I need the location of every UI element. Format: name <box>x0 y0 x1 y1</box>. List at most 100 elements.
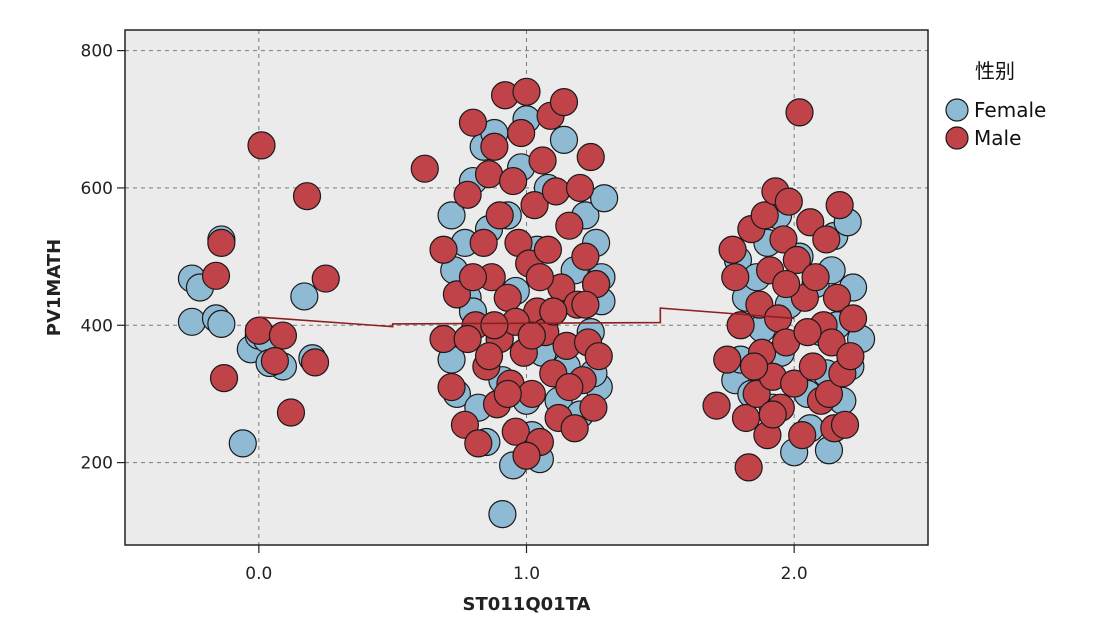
point-male-25 <box>480 132 509 161</box>
point-male-35 <box>507 118 536 148</box>
point-male-108 <box>814 379 844 409</box>
point-male-60 <box>576 142 605 172</box>
point-male-1 <box>207 228 236 257</box>
point-male-23 <box>474 160 504 189</box>
point-male-87 <box>750 201 779 230</box>
point-male-97 <box>780 369 809 398</box>
y-tick-label-3: 800 <box>81 42 113 62</box>
point-male-77 <box>713 345 742 374</box>
point-male-45 <box>533 235 563 264</box>
point-male-21 <box>469 228 498 257</box>
point-female-6 <box>228 429 257 458</box>
legend-title: 性别 <box>975 59 1015 83</box>
point-male-81 <box>731 403 761 433</box>
point-male-114 <box>830 410 860 439</box>
point-male-120 <box>758 400 787 429</box>
point-male-9 <box>276 398 306 427</box>
point-male-94 <box>769 225 798 254</box>
point-male-20 <box>464 429 493 458</box>
point-male-119 <box>739 352 769 381</box>
axis-ticks: 200 400 600 800 0.0 1.0 2.0 <box>81 42 808 584</box>
point-male-4 <box>244 316 273 345</box>
point-male-78 <box>718 235 747 264</box>
point-male-12 <box>429 235 458 264</box>
legend-label-male: Male <box>974 126 1021 150</box>
x-tick-label-0: 0.0 <box>245 564 272 584</box>
point-male-67 <box>517 321 546 350</box>
point-male-100 <box>788 421 817 450</box>
point-male-73 <box>539 297 568 326</box>
point-male-69 <box>480 311 509 340</box>
point-male-33 <box>501 417 530 446</box>
x-axis-title: ST011Q01TA <box>463 594 591 615</box>
point-male-40 <box>520 191 549 220</box>
point-male-117 <box>793 318 822 347</box>
point-male-99 <box>785 98 814 127</box>
point-male-111 <box>822 283 852 312</box>
point-male-14 <box>437 372 466 402</box>
point-male-5 <box>268 321 298 350</box>
data-points <box>177 77 876 529</box>
point-male-3 <box>209 364 239 393</box>
point-female-14 <box>437 201 466 230</box>
point-male-11 <box>410 154 439 183</box>
point-male-112 <box>825 191 854 220</box>
point-female-49 <box>590 184 619 213</box>
point-male-116 <box>838 304 868 333</box>
point-male-37 <box>512 77 541 106</box>
point-male-48 <box>541 177 571 206</box>
point-male-7 <box>311 264 340 293</box>
x-tick-label-1: 1.0 <box>513 564 540 584</box>
point-male-107 <box>812 225 841 254</box>
point-male-0 <box>247 131 276 160</box>
legend-swatch-female <box>945 98 969 122</box>
y-axis-title: PV1MATH <box>44 239 65 336</box>
legend: 性别 Female Male <box>945 59 1046 150</box>
point-male-13 <box>429 324 458 354</box>
point-female-53 <box>488 499 517 529</box>
point-male-61 <box>579 393 608 422</box>
point-male-6 <box>292 182 322 211</box>
point-male-74 <box>555 372 584 402</box>
legend-label-female: Female <box>974 98 1046 122</box>
point-female-1 <box>177 307 207 336</box>
y-tick-label-1: 400 <box>81 316 113 336</box>
point-male-118 <box>772 269 801 299</box>
point-male-39 <box>517 379 546 409</box>
point-male-82 <box>734 453 763 482</box>
point-male-27 <box>485 201 514 230</box>
point-male-80 <box>726 311 755 340</box>
y-tick-label-0: 200 <box>81 454 113 474</box>
point-male-43 <box>528 146 557 175</box>
point-male-103 <box>798 352 828 381</box>
point-male-98 <box>782 245 811 275</box>
point-female-5 <box>207 309 236 338</box>
point-male-115 <box>836 342 865 371</box>
point-male-75 <box>571 290 600 319</box>
legend-swatch-male <box>945 126 969 150</box>
point-male-51 <box>549 87 579 117</box>
point-male-17 <box>453 180 482 209</box>
point-male-63 <box>584 342 613 371</box>
point-male-70 <box>474 342 504 371</box>
point-male-53 <box>555 211 584 240</box>
point-male-79 <box>721 263 750 292</box>
point-male-18 <box>458 108 488 137</box>
point-male-104 <box>801 263 830 292</box>
point-male-10 <box>260 346 289 376</box>
point-female-40 <box>549 125 579 154</box>
fit-line <box>258 307 795 328</box>
point-male-30 <box>493 283 522 312</box>
point-male-54 <box>560 414 589 443</box>
point-male-32 <box>499 166 528 196</box>
x-tick-label-2: 2.0 <box>781 564 808 584</box>
point-male-65 <box>493 379 522 409</box>
point-male-71 <box>458 263 488 292</box>
point-male-64 <box>512 441 541 470</box>
point-male-76 <box>702 391 731 420</box>
point-male-8 <box>300 348 330 377</box>
point-male-2 <box>201 261 231 290</box>
point-male-56 <box>565 173 595 203</box>
point-male-96 <box>774 187 803 216</box>
